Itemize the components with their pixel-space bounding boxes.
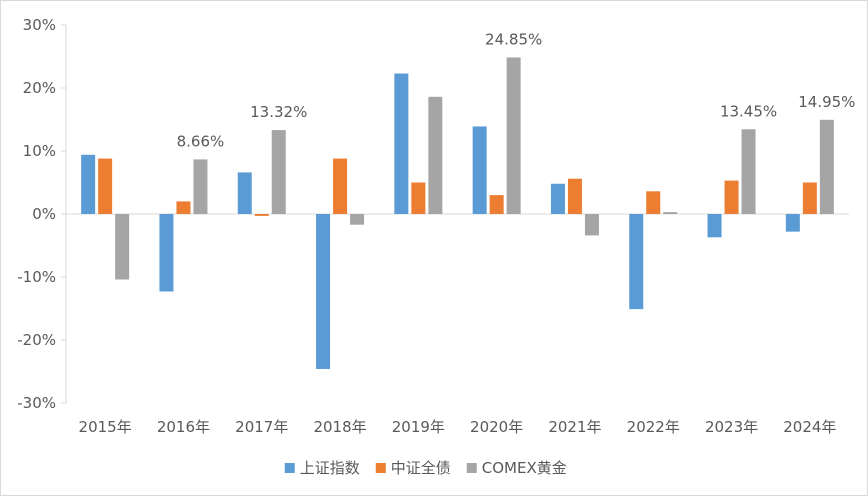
x-tick-label: 2019年 (392, 418, 445, 436)
y-tick-label: -10% (17, 268, 56, 286)
bar (176, 201, 191, 214)
y-tick-label: 0% (32, 205, 56, 223)
x-tick-label: 2022年 (627, 418, 680, 436)
y-tick-label: -20% (17, 331, 56, 349)
legend: 上证指数 中证全债 COMEX黄金 (284, 459, 567, 477)
x-tick-label: 2021年 (548, 418, 601, 436)
bar (159, 214, 174, 292)
legend-swatch (466, 463, 477, 473)
bar (584, 214, 599, 236)
bar (254, 214, 269, 216)
bar (98, 158, 113, 214)
bar (550, 183, 565, 214)
bar (394, 73, 409, 214)
bar (271, 130, 286, 214)
bar (81, 154, 96, 214)
bar (411, 182, 426, 214)
bar (663, 212, 678, 214)
data-labels: 8.66% 13.32% 24.85% 13.45% 14.95% (177, 30, 856, 150)
bar (819, 119, 834, 214)
data-label: 13.32% (250, 103, 307, 121)
x-tick-label: 2016年 (157, 418, 210, 436)
bar (741, 129, 756, 214)
bar (802, 182, 817, 214)
legend-item: COMEX黄金 (466, 459, 567, 477)
legend-item: 上证指数 (284, 459, 360, 477)
legend-label: COMEX黄金 (482, 459, 567, 477)
data-label: 8.66% (177, 132, 225, 150)
bar (115, 214, 130, 280)
bar (350, 214, 365, 225)
bar (646, 191, 661, 214)
legend-swatch (375, 463, 386, 473)
bar (785, 214, 800, 232)
axes: 30% 20% 10% 0% -10% -20% -30% 2015年 2016年 2017年 20… (17, 16, 849, 436)
legend-swatch (284, 463, 295, 473)
x-tick-label: 2017年 (235, 418, 288, 436)
y-tick-label: 20% (23, 79, 56, 97)
y-tick-label: 30% (23, 16, 56, 34)
bar (724, 180, 739, 214)
x-tick-label: 2015年 (79, 418, 132, 436)
bar (193, 159, 208, 214)
data-label: 24.85% (485, 30, 542, 48)
bar (489, 195, 504, 214)
data-label: 14.95% (798, 93, 855, 111)
legend-label: 上证指数 (300, 459, 360, 477)
x-tick-label: 2020年 (470, 418, 523, 436)
bar (567, 178, 582, 214)
bar (629, 214, 644, 310)
x-tick-label: 2018年 (313, 418, 366, 436)
bar (472, 126, 487, 214)
bar (428, 96, 443, 214)
data-label: 13.45% (720, 102, 777, 120)
legend-label: 中证全债 (391, 459, 451, 477)
bar (506, 57, 521, 214)
bar (707, 214, 722, 238)
y-tick-label: -30% (17, 394, 56, 412)
bar (237, 172, 252, 214)
y-tick-label: 10% (23, 142, 56, 160)
legend-item: 中证全债 (375, 459, 451, 477)
x-tick-label: 2023年 (705, 418, 758, 436)
bar (316, 214, 331, 369)
bar (333, 158, 348, 214)
bars (81, 57, 834, 369)
x-tick-label: 2024年 (783, 418, 836, 436)
